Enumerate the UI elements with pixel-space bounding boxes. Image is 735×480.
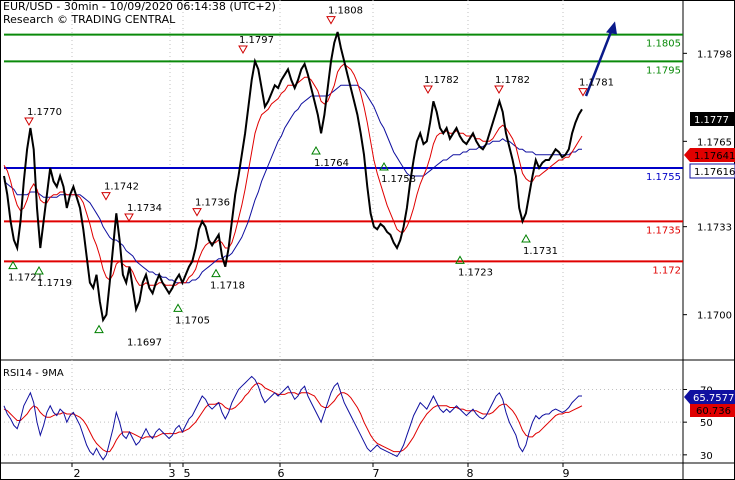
level-label: 1.1795 <box>646 65 681 76</box>
swing-high-label: 1.1770 <box>27 107 62 118</box>
swing-high-marker <box>124 213 134 223</box>
swing-high-marker <box>423 85 433 95</box>
chart-source: Research © TRADING CENTRAL <box>3 13 176 26</box>
price-tag-label: 1.1777 <box>694 115 729 126</box>
swing-low-label: 1.1719 <box>37 278 72 289</box>
rsi-tick-label: 30 <box>700 451 713 462</box>
price-tag-label: 1.17616 <box>694 167 735 178</box>
price-tag-last <box>690 112 735 126</box>
swing-high-label: 1.1808 <box>328 6 363 17</box>
x-tick-label: 2 <box>74 467 81 480</box>
rsi-value-tag <box>684 390 735 404</box>
swing-low-label: 1.1721 <box>8 273 43 284</box>
swing-high-marker <box>494 85 504 95</box>
swing-high-marker <box>24 117 34 127</box>
x-tick-label: 5 <box>184 467 191 480</box>
price-tag-ma_fast <box>684 148 735 162</box>
y-tick-label: 1.1733 <box>697 223 732 234</box>
swing-high-marker <box>326 16 336 25</box>
swing-high-marker <box>192 208 202 217</box>
swing-high-label: 1.1797 <box>239 35 274 46</box>
swing-high-marker <box>238 45 248 55</box>
rsi-ma-value-label: 60.736 <box>696 406 731 417</box>
swing-low-label: 1.1764 <box>314 158 349 169</box>
swing-low-label: 1.1723 <box>458 267 493 278</box>
swing-high-label: 1.1782 <box>495 75 530 86</box>
rsi-series <box>3 375 582 461</box>
projection-arrow <box>584 28 614 97</box>
level-label: 1.1735 <box>646 225 681 236</box>
swing-low-label: 1.1697 <box>127 338 162 349</box>
x-tick-label: 6 <box>278 467 285 480</box>
swing-high-label: 1.1736 <box>195 198 230 209</box>
swing-high-label: 1.1734 <box>127 203 162 214</box>
ma-fast-series <box>3 63 583 286</box>
rsi-value-label: 65.7577 <box>693 393 734 404</box>
y-tick-label: 1.1765 <box>697 137 732 148</box>
price-tag-ma_slow <box>689 163 735 179</box>
x-tick-label: 8 <box>467 467 474 480</box>
swing-high-marker <box>101 192 111 201</box>
level-label: 1.172 <box>652 265 681 276</box>
rsi-ma-value-tag <box>690 404 735 417</box>
swing-low-marker <box>455 255 465 264</box>
swing-low-marker <box>94 324 104 334</box>
swing-high-label: 1.1742 <box>104 182 139 193</box>
swing-low-marker <box>379 161 389 171</box>
level-label: 1.1805 <box>646 39 681 50</box>
rsi-tick-label: 50 <box>700 418 713 429</box>
price-series <box>3 31 583 323</box>
x-tick-label: 9 <box>563 467 570 480</box>
y-tick-label: 1.1798 <box>697 49 732 60</box>
swing-low-label: 1.1758 <box>381 174 416 185</box>
swing-low-label: 1.1718 <box>210 281 245 292</box>
y-tick-label: 1.1700 <box>697 311 732 322</box>
level-label: 1.1755 <box>646 172 681 183</box>
chart-title: EUR/USD - 30min - 10/09/2020 06:14:38 (U… <box>3 0 276 13</box>
swing-high-label: 1.1781 <box>579 78 614 89</box>
swing-high-marker <box>578 88 588 97</box>
swing-low-marker <box>34 265 44 275</box>
swing-low-marker <box>211 268 221 278</box>
swing-low-marker <box>173 303 183 312</box>
x-tick-label: 3 <box>169 467 176 480</box>
swing-low-label: 1.1731 <box>523 246 558 257</box>
rsi-title: RSI14 - 9MA <box>3 368 64 379</box>
price-tag-label: 1.17641 <box>694 151 735 162</box>
x-tick-label: 7 <box>373 467 380 480</box>
swing-low-marker <box>311 145 321 155</box>
rsi-ma-series <box>3 382 583 453</box>
swing-low-label: 1.1705 <box>175 315 210 326</box>
swing-low-marker <box>8 260 18 270</box>
projection-arrowhead <box>606 21 617 35</box>
swing-high-label: 1.1782 <box>424 75 459 86</box>
swing-low-marker <box>521 233 531 243</box>
